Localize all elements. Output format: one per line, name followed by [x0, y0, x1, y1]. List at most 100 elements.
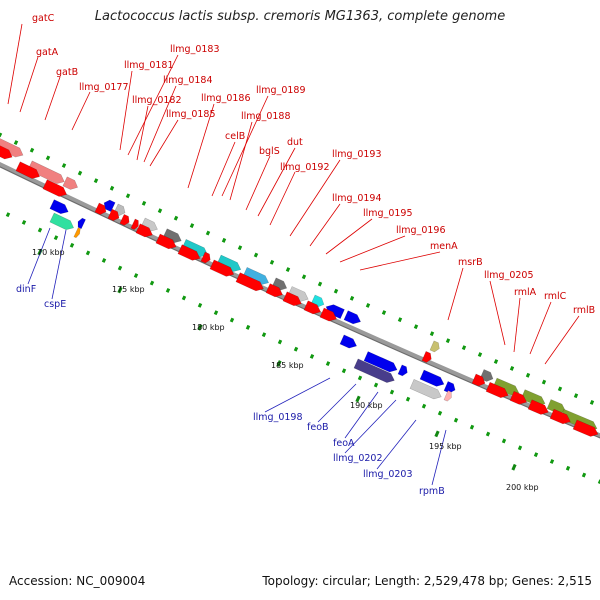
leader-line [136, 105, 149, 161]
leader-line [264, 377, 331, 413]
tick-mark [469, 424, 475, 430]
gene-arrow [572, 419, 599, 437]
gene-label-msrB: msrB [458, 257, 483, 268]
leader-line [71, 91, 91, 131]
gene-features [0, 137, 599, 437]
tick-mark [421, 403, 427, 409]
gene-arrow [339, 334, 357, 349]
gene-arrow [62, 176, 78, 190]
topology-text: Topology: circular; Length: 2,529,478 bp… [262, 574, 592, 588]
leader-line [431, 429, 447, 486]
gene-label-llmg-0194: llmg_0194 [332, 193, 382, 204]
gene-arrow [509, 390, 528, 405]
gene-arrow [429, 340, 440, 353]
gene-arrow [177, 244, 201, 261]
gene-label-llmg-0205: llmg_0205 [484, 270, 534, 281]
leader-line [269, 171, 296, 226]
gene-arrow [363, 351, 398, 373]
gene-arrow [155, 233, 177, 250]
gene-label-gatC: gatC [32, 13, 55, 24]
gene-arrow [485, 381, 509, 398]
gene-arrow [73, 227, 81, 239]
tick-mark [293, 346, 299, 352]
gene-arrow [419, 369, 445, 387]
gene-arrow [0, 144, 13, 160]
tick-mark [173, 215, 179, 221]
tick-mark [517, 445, 523, 451]
tick-mark [61, 163, 67, 168]
gene-arrow [546, 399, 566, 414]
gene-arrow [265, 283, 283, 298]
tick-mark [5, 212, 11, 218]
gene-label-gatB: gatB [56, 67, 78, 78]
tick-mark [461, 345, 467, 351]
gene-arrow [200, 251, 211, 264]
tick-mark [429, 331, 435, 337]
tick-mark [189, 223, 195, 229]
tick-mark [493, 359, 499, 364]
gene-label-llmg-0177: llmg_0177 [79, 82, 129, 93]
gene-label-llmg-0202: llmg_0202 [333, 453, 383, 464]
leader-line [317, 383, 357, 423]
tick-mark [149, 280, 155, 286]
tick-mark [117, 265, 123, 271]
leader-line [7, 23, 23, 105]
tick-mark [589, 400, 595, 405]
scale-label-200kbp: 200 kbp [506, 483, 539, 492]
gene-arrow [549, 408, 571, 425]
leader-line [127, 54, 179, 156]
tick-mark [453, 417, 459, 423]
leader-line [544, 315, 580, 365]
gene-label-rpmB: rpmB [419, 486, 445, 497]
gene-label-menA: menA [430, 241, 458, 252]
tick-mark [53, 235, 59, 241]
gene-label-bglS: bglS [259, 146, 280, 157]
tick-mark [0, 132, 3, 138]
gene-arrow [119, 213, 130, 226]
tick-mark [13, 140, 19, 145]
leader-line [529, 301, 552, 355]
gene-arrow [15, 161, 40, 179]
leader-line [513, 297, 521, 353]
major-tick [276, 360, 282, 367]
tick-mark [165, 288, 171, 293]
tick-mark [29, 147, 35, 153]
gene-label-llmg-0182: llmg_0182 [132, 95, 182, 106]
leader-line [309, 203, 341, 247]
tick-mark [213, 310, 219, 316]
tick-mark [101, 258, 107, 263]
scale-label-195kbp: 195 kbp [429, 442, 462, 451]
leader-line [245, 155, 271, 211]
gene-label-rmlA: rmlA [514, 287, 537, 298]
gene-arrow [421, 351, 432, 363]
gene-label-llmg-0188: llmg_0188 [241, 111, 291, 122]
tick-mark [309, 353, 315, 359]
tick-mark [301, 274, 307, 280]
scale-label-170kbp: 170 kbp [32, 248, 65, 257]
gene-arrow [0, 137, 24, 158]
gene-arrow [49, 212, 75, 231]
leader-line [19, 56, 39, 113]
gene-arrow [443, 390, 452, 402]
gene-arrow [135, 223, 153, 238]
gene-arrow [471, 373, 486, 387]
tick-mark [573, 393, 579, 399]
leader-line [143, 85, 177, 163]
gene-label-celB: celB [225, 131, 245, 142]
tick-mark [525, 372, 531, 378]
major-tick [197, 323, 203, 331]
gene-arrow [130, 218, 139, 230]
tick-marks [0, 132, 600, 485]
leader-line [27, 227, 51, 285]
gene-arrow [527, 399, 549, 415]
gene-label-llmg-0192: llmg_0192 [280, 162, 330, 173]
leader-line [339, 235, 406, 263]
gene-label-llmg-0181: llmg_0181 [124, 60, 174, 71]
label-leader-lines [7, 23, 580, 486]
gene-label-llmg-0186: llmg_0186 [201, 93, 251, 104]
tick-mark [237, 245, 243, 251]
gene-arrow [319, 307, 337, 322]
gene-arrow [94, 202, 107, 215]
gene-label-feoA: feoA [333, 438, 355, 449]
